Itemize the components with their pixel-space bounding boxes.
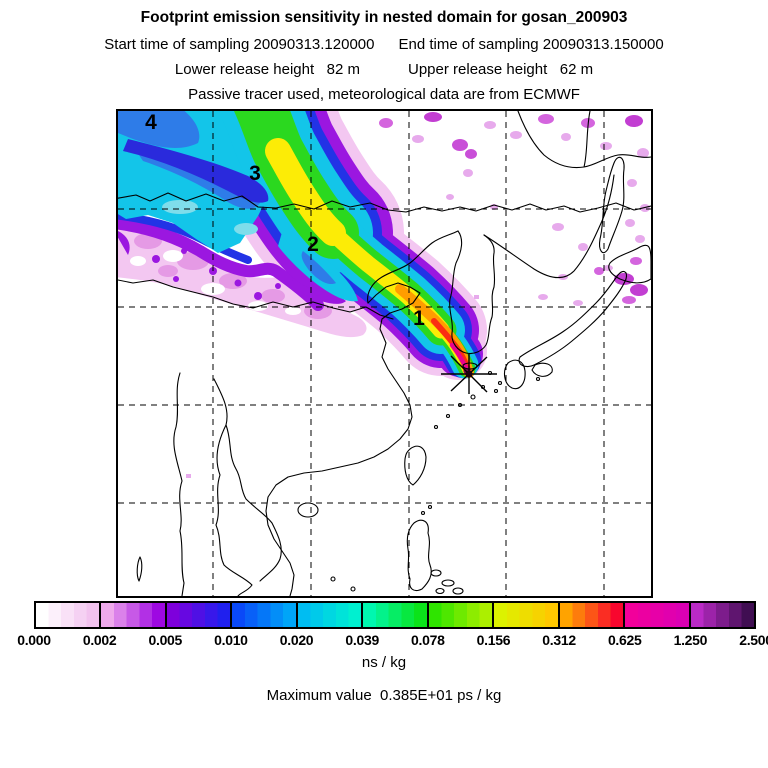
colorbar-tick-labels: 0.000 0.002 0.005 0.010 0.020 0.039 0.078 0.156… — [17, 632, 768, 650]
colorbar-segment — [166, 603, 233, 627]
visayas-island — [452, 587, 464, 595]
visayas-island — [441, 579, 455, 587]
colorbar-tick-label: 0.625 — [607, 632, 642, 648]
colorbar-tick-label: 0.000 — [17, 632, 51, 648]
maximum-value-text: Maximum value 0.385E+01 ps / kg — [266, 687, 502, 704]
colorbar-tick-label: 0.078 — [411, 632, 445, 648]
hainan-outline — [297, 502, 319, 518]
trajectory-label-4: 4 — [145, 111, 157, 134]
colorbar-segment — [690, 603, 754, 627]
border-south — [118, 279, 394, 320]
small-island — [493, 388, 499, 394]
indochina-border-2 — [215, 424, 253, 596]
ryukyu-island — [470, 394, 476, 400]
small-island — [497, 380, 503, 386]
colorbar-segment — [363, 603, 429, 627]
amur-coast — [517, 111, 651, 169]
light-cyan-patch — [234, 223, 258, 235]
colorbar-tick-label: 0.010 — [214, 632, 248, 648]
small-island — [535, 376, 541, 382]
station-marker — [441, 354, 497, 394]
station-marker-center — [465, 370, 473, 378]
small-island — [427, 504, 433, 510]
colorbar-segment — [297, 603, 364, 627]
ryukyu-island — [433, 424, 439, 430]
bohai-coast — [367, 230, 459, 304]
colorbar-segment — [559, 603, 626, 627]
trajectory-label-2: 2 — [307, 233, 319, 256]
coastlines — [118, 111, 651, 596]
upper-release-text: Upper release height 62 m — [408, 61, 594, 78]
colorbar-tick-label: 1.250 — [673, 632, 708, 648]
hokkaido-outline — [608, 244, 651, 284]
small-island — [420, 510, 426, 516]
china-coast — [265, 282, 421, 596]
release-height-line: Lower release height 82 m Upper release … — [0, 61, 768, 78]
taiwan-outline — [404, 445, 427, 486]
start-time-text: Start time of sampling 20090313.120000 — [104, 36, 375, 53]
plot-title: Footprint emission sensitivity in nested… — [140, 9, 628, 26]
tracer-note: Passive tracer used, meteorological data… — [188, 86, 580, 103]
primorye-coast — [483, 174, 615, 279]
indochina-west-coast — [173, 372, 185, 596]
border-north — [118, 192, 651, 213]
visayas-island — [430, 569, 442, 577]
kyushu-outline — [503, 359, 526, 390]
colorbar-segment — [36, 603, 102, 627]
luzon-outline — [406, 519, 432, 592]
sakhalin-outline — [599, 156, 625, 254]
colorbar-tick-label: 0.005 — [148, 632, 183, 648]
shikoku-outline — [531, 362, 553, 377]
colorbar-segment — [428, 603, 495, 627]
end-time-text: End time of sampling 20090313.150000 — [398, 36, 664, 53]
colorbar-segment — [232, 603, 298, 627]
colorbar-segment — [494, 603, 560, 627]
colorbar-tick-label: 0.039 — [345, 632, 379, 648]
visayas-island — [435, 587, 445, 595]
colorbar — [34, 601, 756, 629]
trajectory-labels: 1 2 3 4 — [145, 111, 425, 330]
colorbar-tick-label: 2.500 — [739, 632, 768, 648]
colorbar-tick-label: 0.020 — [279, 632, 314, 648]
trajectory-label-3: 3 — [249, 162, 261, 185]
ryukyu-island — [445, 413, 451, 419]
lower-release-text: Lower release height 82 m — [174, 61, 360, 78]
small-island — [350, 586, 356, 592]
light-cyan-patch — [162, 200, 198, 214]
grid-lines — [118, 111, 651, 596]
honshu-outline — [518, 270, 627, 368]
footprint-map: 1 2 3 4 — [118, 111, 651, 596]
colorbar-tick-label: 0.156 — [476, 632, 511, 648]
trajectory-label-1: 1 — [413, 307, 425, 330]
colorbar-segment — [101, 603, 167, 627]
small-island — [330, 576, 336, 582]
map-panel: 1 2 3 4 — [116, 109, 653, 598]
island-sliver — [136, 556, 143, 582]
korea-outline — [449, 230, 496, 355]
colorbar-tick-label: 0.312 — [542, 632, 576, 648]
colorbar-tick-label: 0.002 — [82, 632, 117, 648]
sampling-time-line: Start time of sampling 20090313.120000 E… — [0, 36, 768, 53]
colorbar-segment — [625, 603, 691, 627]
blue-streaks — [118, 111, 336, 285]
colorbar-unit: ns / kg — [361, 654, 407, 671]
indochina-border-1 — [213, 378, 282, 582]
